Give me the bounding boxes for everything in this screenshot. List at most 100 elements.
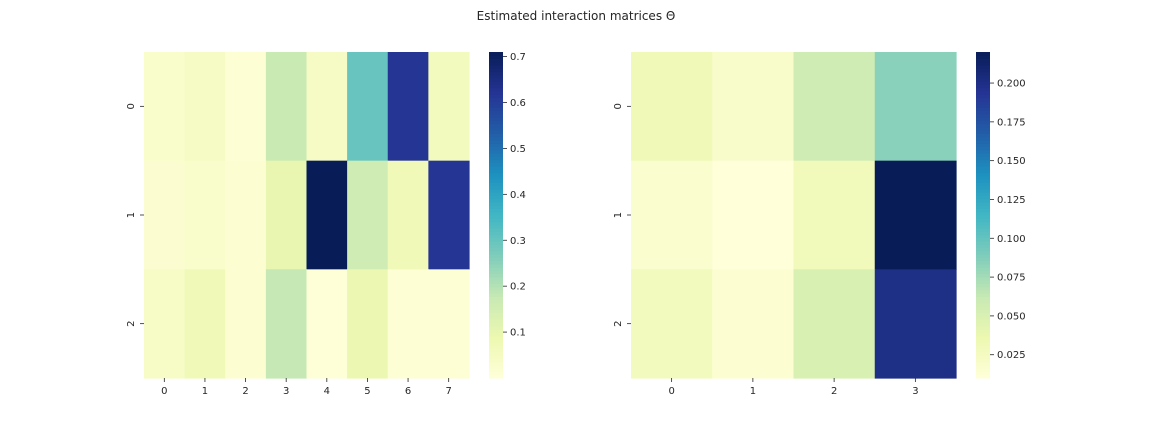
x-tick-label: 5 xyxy=(364,386,370,397)
colorbar-segment xyxy=(489,234,503,239)
colorbar-segment xyxy=(976,250,990,255)
colorbar-segment xyxy=(976,208,990,213)
colorbar-segment xyxy=(976,312,990,317)
colorbar-segment xyxy=(489,126,503,131)
colorbar-segment xyxy=(489,325,503,330)
colorbar-segment xyxy=(976,316,990,320)
colorbar-tick-label: 0.150 xyxy=(997,156,1026,167)
heatmap-cell-2-4 xyxy=(306,269,348,379)
colorbar-segment xyxy=(489,270,503,275)
heatmap-cell-2-7 xyxy=(428,269,470,379)
colorbar-segment xyxy=(489,169,503,174)
colorbar-segment xyxy=(489,280,503,284)
colorbar-segment xyxy=(489,188,503,193)
heatmap-cell-2-3 xyxy=(874,269,957,379)
colorbar-segment xyxy=(489,237,503,242)
colorbar-segment xyxy=(976,224,990,229)
colorbar-segment xyxy=(976,91,990,95)
colorbar-segment xyxy=(976,273,990,278)
colorbar-tick-label: 0.5 xyxy=(510,144,526,155)
colorbar-segment xyxy=(976,296,990,301)
colorbar-segment xyxy=(976,65,990,69)
heatmap-cell-2-0 xyxy=(631,269,713,379)
colorbar-segment xyxy=(489,250,503,255)
colorbar-segment xyxy=(976,283,990,288)
colorbar-segment xyxy=(489,215,503,219)
colorbar-segment xyxy=(489,293,503,297)
colorbar-segment xyxy=(489,322,503,327)
colorbar-segment xyxy=(489,61,503,66)
colorbar-segment xyxy=(976,303,990,307)
y-tick-label: 1 xyxy=(613,212,624,218)
colorbar-segment xyxy=(489,182,503,187)
colorbar-segment xyxy=(976,228,990,232)
heatmap-cell-1-0 xyxy=(631,160,713,270)
colorbar-tick-label: 0.3 xyxy=(510,236,526,247)
colorbar-segment xyxy=(489,140,503,144)
colorbar-segment xyxy=(489,342,503,346)
y-tick-label: 0 xyxy=(126,103,137,109)
colorbar-segment xyxy=(976,58,990,63)
colorbar-tick-label: 0.100 xyxy=(997,234,1026,245)
heatmap-cell-0-7 xyxy=(428,52,470,162)
heatmap-cell-0-0 xyxy=(144,52,186,162)
colorbar-segment xyxy=(976,188,990,193)
colorbar-segment xyxy=(976,110,990,115)
colorbar-segment xyxy=(976,166,990,170)
x-tick-label: 0 xyxy=(161,386,167,397)
heatmap-cell-1-1 xyxy=(712,160,795,270)
colorbar-segment xyxy=(976,120,990,125)
colorbar-segment xyxy=(489,345,503,350)
heatmap-cell-1-2 xyxy=(793,160,876,270)
colorbar-tick-label: 0.6 xyxy=(510,98,526,109)
colorbar-segment xyxy=(976,276,990,281)
colorbar-segment xyxy=(489,224,503,229)
heatmap-cell-2-0 xyxy=(144,269,186,379)
colorbar-segment xyxy=(976,153,990,157)
heatmap-cell-0-2 xyxy=(793,52,876,162)
colorbar-segment xyxy=(976,237,990,242)
colorbar-segment xyxy=(976,247,990,252)
colorbar-segment xyxy=(976,140,990,144)
colorbar-segment xyxy=(489,364,503,369)
colorbar-tick-label: 0.2 xyxy=(510,282,526,293)
colorbar-segment xyxy=(976,74,990,79)
x-tick-label: 4 xyxy=(324,386,330,397)
heatmap-cell-2-3 xyxy=(265,269,308,379)
figure-title: Estimated interaction matrices Θ xyxy=(477,9,676,23)
colorbar-segment xyxy=(489,208,503,213)
x-tick-label: 7 xyxy=(446,386,452,397)
colorbar-segment xyxy=(976,68,990,73)
colorbar-segment xyxy=(489,55,503,60)
heatmap-cell-2-1 xyxy=(712,269,795,379)
colorbar-segment xyxy=(976,322,990,327)
colorbar-segment xyxy=(976,52,990,56)
colorbar-segment xyxy=(976,143,990,148)
colorbar-segment xyxy=(489,348,503,353)
heatmap-cell-2-2 xyxy=(225,269,267,379)
colorbar-segment xyxy=(489,338,503,343)
colorbar-segment xyxy=(489,368,503,372)
colorbar-segment xyxy=(489,355,503,359)
colorbar-segment xyxy=(489,65,503,69)
colorbar-segment xyxy=(976,169,990,174)
colorbar-segment xyxy=(489,143,503,148)
colorbar-segment xyxy=(489,78,503,82)
colorbar-segment xyxy=(489,117,503,121)
colorbar-segment xyxy=(976,299,990,304)
colorbar-segment xyxy=(976,325,990,330)
colorbar-segment xyxy=(976,351,990,356)
colorbar-segment xyxy=(976,257,990,262)
colorbar-segment xyxy=(976,355,990,359)
heatmap-cell-1-2 xyxy=(225,160,267,270)
colorbar-segment xyxy=(489,91,503,95)
colorbar-segment xyxy=(976,205,990,209)
colorbar-segment xyxy=(976,211,990,216)
colorbar-segment xyxy=(489,244,503,249)
colorbar-segment xyxy=(489,123,503,128)
colorbar-segment xyxy=(976,87,990,92)
heatmap-cell-0-1 xyxy=(712,52,795,162)
colorbar-segment xyxy=(489,107,503,112)
colorbar-segment xyxy=(976,198,990,203)
